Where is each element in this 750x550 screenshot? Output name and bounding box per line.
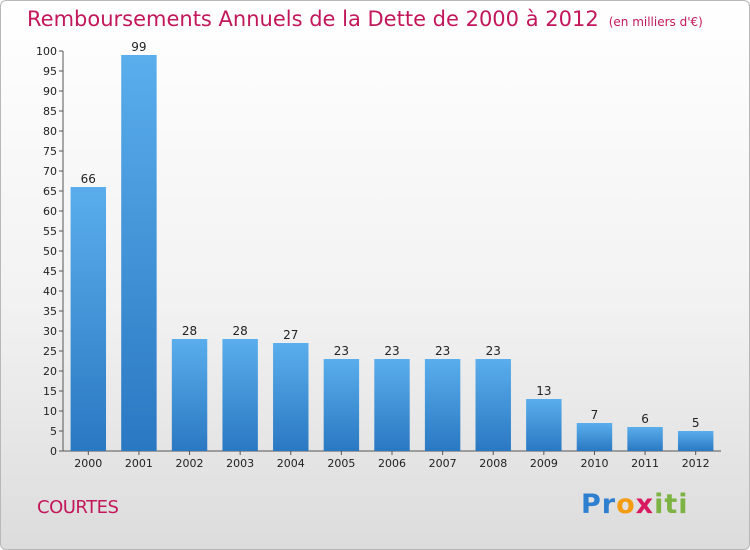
bar-value-label: 23 xyxy=(384,344,399,358)
y-tick-label: 15 xyxy=(43,385,57,398)
bar-value-label: 23 xyxy=(435,344,450,358)
y-tick-label: 25 xyxy=(43,345,57,358)
bar-value-label: 99 xyxy=(131,40,146,54)
x-tick-label: 2009 xyxy=(530,457,558,470)
x-tick-label: 2001 xyxy=(125,457,153,470)
y-tick-label: 0 xyxy=(50,445,57,458)
y-tick-label: 90 xyxy=(43,85,57,98)
bar xyxy=(121,55,157,451)
bar xyxy=(171,339,208,451)
bar xyxy=(677,431,714,451)
y-tick-label: 40 xyxy=(43,285,57,298)
x-tick-label: 2004 xyxy=(277,457,305,470)
x-tick-label: 2008 xyxy=(479,457,507,470)
bar xyxy=(323,359,360,451)
x-tick-label: 2007 xyxy=(429,457,457,470)
y-tick-label: 65 xyxy=(43,185,57,198)
y-tick-label: 30 xyxy=(43,325,57,338)
y-tick-label: 5 xyxy=(50,425,57,438)
x-tick-label: 2012 xyxy=(682,457,710,470)
bar xyxy=(576,423,613,451)
chart-title-text: Remboursements Annuels de la Dette de 20… xyxy=(27,7,599,31)
y-tick-label: 45 xyxy=(43,265,57,278)
bar xyxy=(627,427,663,451)
bar-value-label: 6 xyxy=(641,412,649,426)
y-tick-label: 95 xyxy=(43,65,57,78)
x-tick-label: 2010 xyxy=(580,457,608,470)
bar xyxy=(526,399,562,451)
y-tick-label: 35 xyxy=(43,305,57,318)
proxiti-logo: Proxiti xyxy=(581,489,689,520)
y-tick-label: 70 xyxy=(43,165,57,178)
bar-value-label: 28 xyxy=(182,324,197,338)
bar xyxy=(70,187,107,451)
y-tick-label: 80 xyxy=(43,125,57,138)
commune-name: COURTES xyxy=(37,497,119,518)
bar-value-label: 13 xyxy=(536,384,551,398)
bar-value-label: 7 xyxy=(591,408,599,422)
bar-value-label: 23 xyxy=(486,344,501,358)
x-tick-label: 2000 xyxy=(74,457,102,470)
x-tick-label: 2006 xyxy=(378,457,406,470)
bar-value-label: 5 xyxy=(692,416,700,430)
bar xyxy=(374,359,410,451)
chart-subtitle: (en milliers d'€) xyxy=(608,15,703,29)
x-tick-label: 2003 xyxy=(226,457,254,470)
x-tick-label: 2002 xyxy=(176,457,204,470)
bar xyxy=(475,359,511,451)
y-tick-label: 20 xyxy=(43,365,57,378)
bar-value-label: 66 xyxy=(81,172,96,186)
x-tick-label: 2005 xyxy=(327,457,355,470)
bar-value-label: 23 xyxy=(334,344,349,358)
x-tick-label: 2011 xyxy=(631,457,659,470)
bar-value-label: 27 xyxy=(283,328,298,342)
bar xyxy=(222,339,258,451)
y-tick-label: 60 xyxy=(43,205,57,218)
bar-value-label: 28 xyxy=(233,324,248,338)
y-tick-label: 10 xyxy=(43,405,57,418)
y-tick-label: 50 xyxy=(43,245,57,258)
y-tick-label: 75 xyxy=(43,145,57,158)
chart-title: Remboursements Annuels de la Dette de 20… xyxy=(27,7,703,31)
y-tick-label: 100 xyxy=(36,45,57,58)
y-tick-label: 55 xyxy=(43,225,57,238)
bar xyxy=(424,359,461,451)
bar xyxy=(273,343,309,451)
y-tick-label: 85 xyxy=(43,105,57,118)
